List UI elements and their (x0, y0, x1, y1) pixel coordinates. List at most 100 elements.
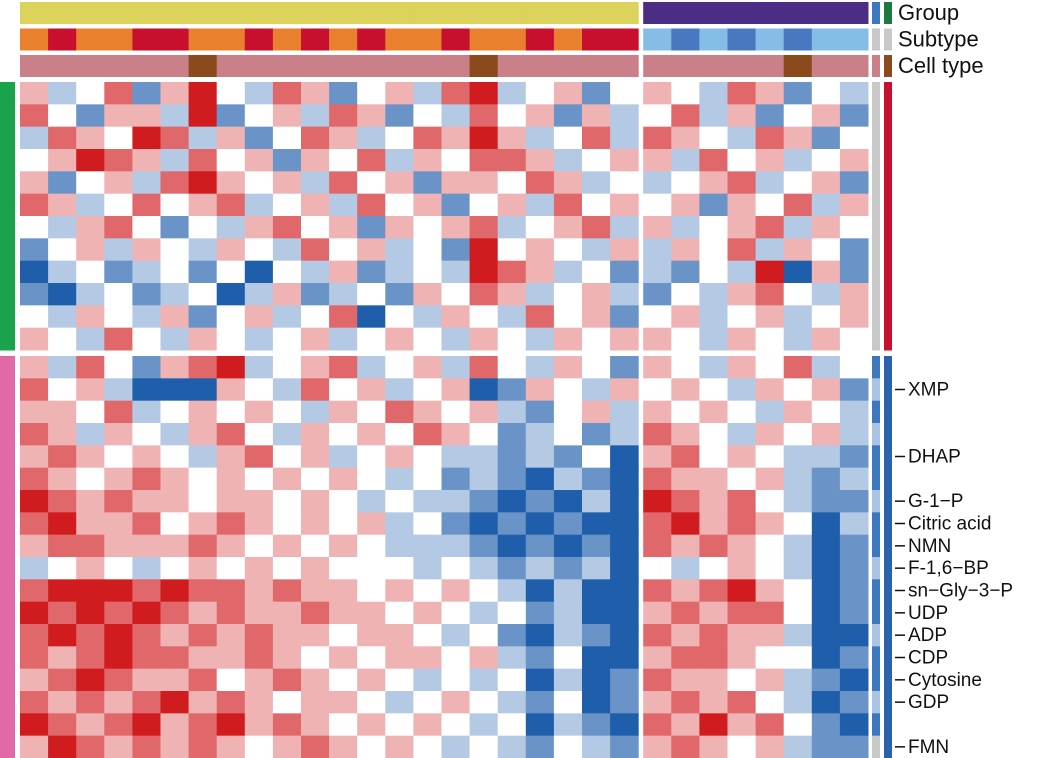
heatmap-cell (582, 238, 611, 262)
heatmap-cell (839, 260, 869, 284)
heatmap-cell (48, 445, 77, 469)
heatmap-cell (469, 646, 499, 670)
heatmap-cell (783, 82, 813, 105)
heatmap-cell (610, 216, 639, 239)
heatmap-cell (553, 646, 583, 670)
heatmap-cell (104, 467, 133, 491)
heatmap-cell (188, 305, 218, 329)
heatmap-cell (20, 735, 49, 758)
heatmap-cell (76, 260, 105, 284)
heatmap-cell (413, 305, 442, 329)
row-annotation-cell (0, 126, 15, 150)
heatmap-cell (216, 735, 246, 758)
heatmap-cell (357, 534, 386, 558)
heatmap-cell (441, 400, 471, 424)
heatmap-cell (160, 149, 190, 172)
heatmap-cell (699, 378, 728, 402)
heatmap-cell (104, 260, 133, 284)
heatmap-cell (301, 490, 330, 513)
heatmap-cell (671, 624, 700, 647)
row-annotation-cell (884, 691, 892, 714)
heatmap-cell (727, 467, 757, 491)
heatmap-cell (755, 378, 785, 402)
heatmap-cell (413, 646, 442, 670)
heatmap-cell (244, 601, 274, 625)
heatmap-cell (469, 713, 499, 737)
heatmap-cell (469, 238, 499, 262)
heatmap-cell (582, 512, 611, 536)
heatmap-cell (216, 423, 246, 446)
heatmap-cell (48, 378, 77, 402)
heatmap-cell (699, 126, 728, 150)
heatmap-cell (357, 171, 386, 195)
heatmap-cell (188, 149, 218, 172)
row-annotation-cell (0, 512, 15, 536)
heatmap-cell (160, 423, 190, 446)
heatmap-cell (48, 557, 77, 580)
heatmap-cell (301, 423, 330, 446)
heatmap-cell (469, 490, 499, 513)
heatmap-cell (525, 149, 555, 172)
heatmap-cell (244, 149, 274, 172)
column-annotation-cell (643, 28, 672, 51)
heatmap-cell (48, 646, 77, 670)
heatmap-cell (811, 283, 841, 306)
heatmap-cell (272, 579, 302, 603)
heatmap-cell (188, 82, 218, 105)
heatmap-cell (811, 305, 841, 329)
heatmap-cell (525, 356, 555, 379)
heatmap-cell (272, 305, 302, 329)
heatmap-cell (839, 193, 869, 217)
heatmap-cell (671, 490, 700, 513)
heatmap-cell (582, 149, 611, 172)
column-annotation-cell (582, 2, 611, 24)
heatmap-cell (671, 512, 700, 536)
annotation-key (884, 2, 892, 24)
heatmap-cell (643, 490, 672, 513)
heatmap-cell (441, 691, 471, 714)
heatmap-cell (413, 216, 442, 239)
heatmap-cell (244, 400, 274, 424)
heatmap-cell (329, 378, 358, 402)
heatmap-cell (839, 327, 869, 351)
heatmap-cell (385, 490, 414, 513)
heatmap-cell (160, 557, 190, 580)
heatmap-cell (699, 467, 728, 491)
heatmap-cell (811, 400, 841, 424)
heatmap-cell (497, 126, 527, 150)
heatmap-cell (610, 601, 639, 625)
heatmap-cell (20, 126, 49, 150)
heatmap-cell (783, 400, 813, 424)
heatmap-cell (301, 668, 330, 692)
heatmap-cell (441, 260, 471, 284)
heatmap-cell (413, 534, 442, 558)
heatmap-cell (413, 445, 442, 469)
row-label: F-1,6−BP (908, 558, 989, 579)
row-annotation-cell (0, 579, 15, 603)
heatmap-cell (441, 490, 471, 513)
heatmap-cell (643, 423, 672, 446)
column-annotation-cell (783, 28, 813, 51)
heatmap-cell (610, 668, 639, 692)
heatmap-cell (272, 445, 302, 469)
heatmap-cell (272, 82, 302, 105)
heatmap-cell (132, 171, 161, 195)
column-annotation-cell (582, 55, 611, 77)
heatmap-cell (188, 512, 218, 536)
heatmap-cell (385, 126, 414, 150)
heatmap-cell (839, 735, 869, 758)
row-annotation-cell (872, 356, 880, 379)
heatmap-cell (755, 149, 785, 172)
heatmap-cell (301, 356, 330, 379)
heatmap-cell (727, 512, 757, 536)
row-annotation-cell (884, 624, 892, 647)
heatmap-cell (699, 400, 728, 424)
heatmap-cell (755, 713, 785, 737)
heatmap-cell (244, 534, 274, 558)
heatmap-cell (727, 735, 757, 758)
heatmap-cell (76, 423, 105, 446)
row-annotation-cell (872, 171, 880, 195)
heatmap-cell (329, 149, 358, 172)
heatmap-cell (783, 579, 813, 603)
heatmap-cell (671, 378, 700, 402)
